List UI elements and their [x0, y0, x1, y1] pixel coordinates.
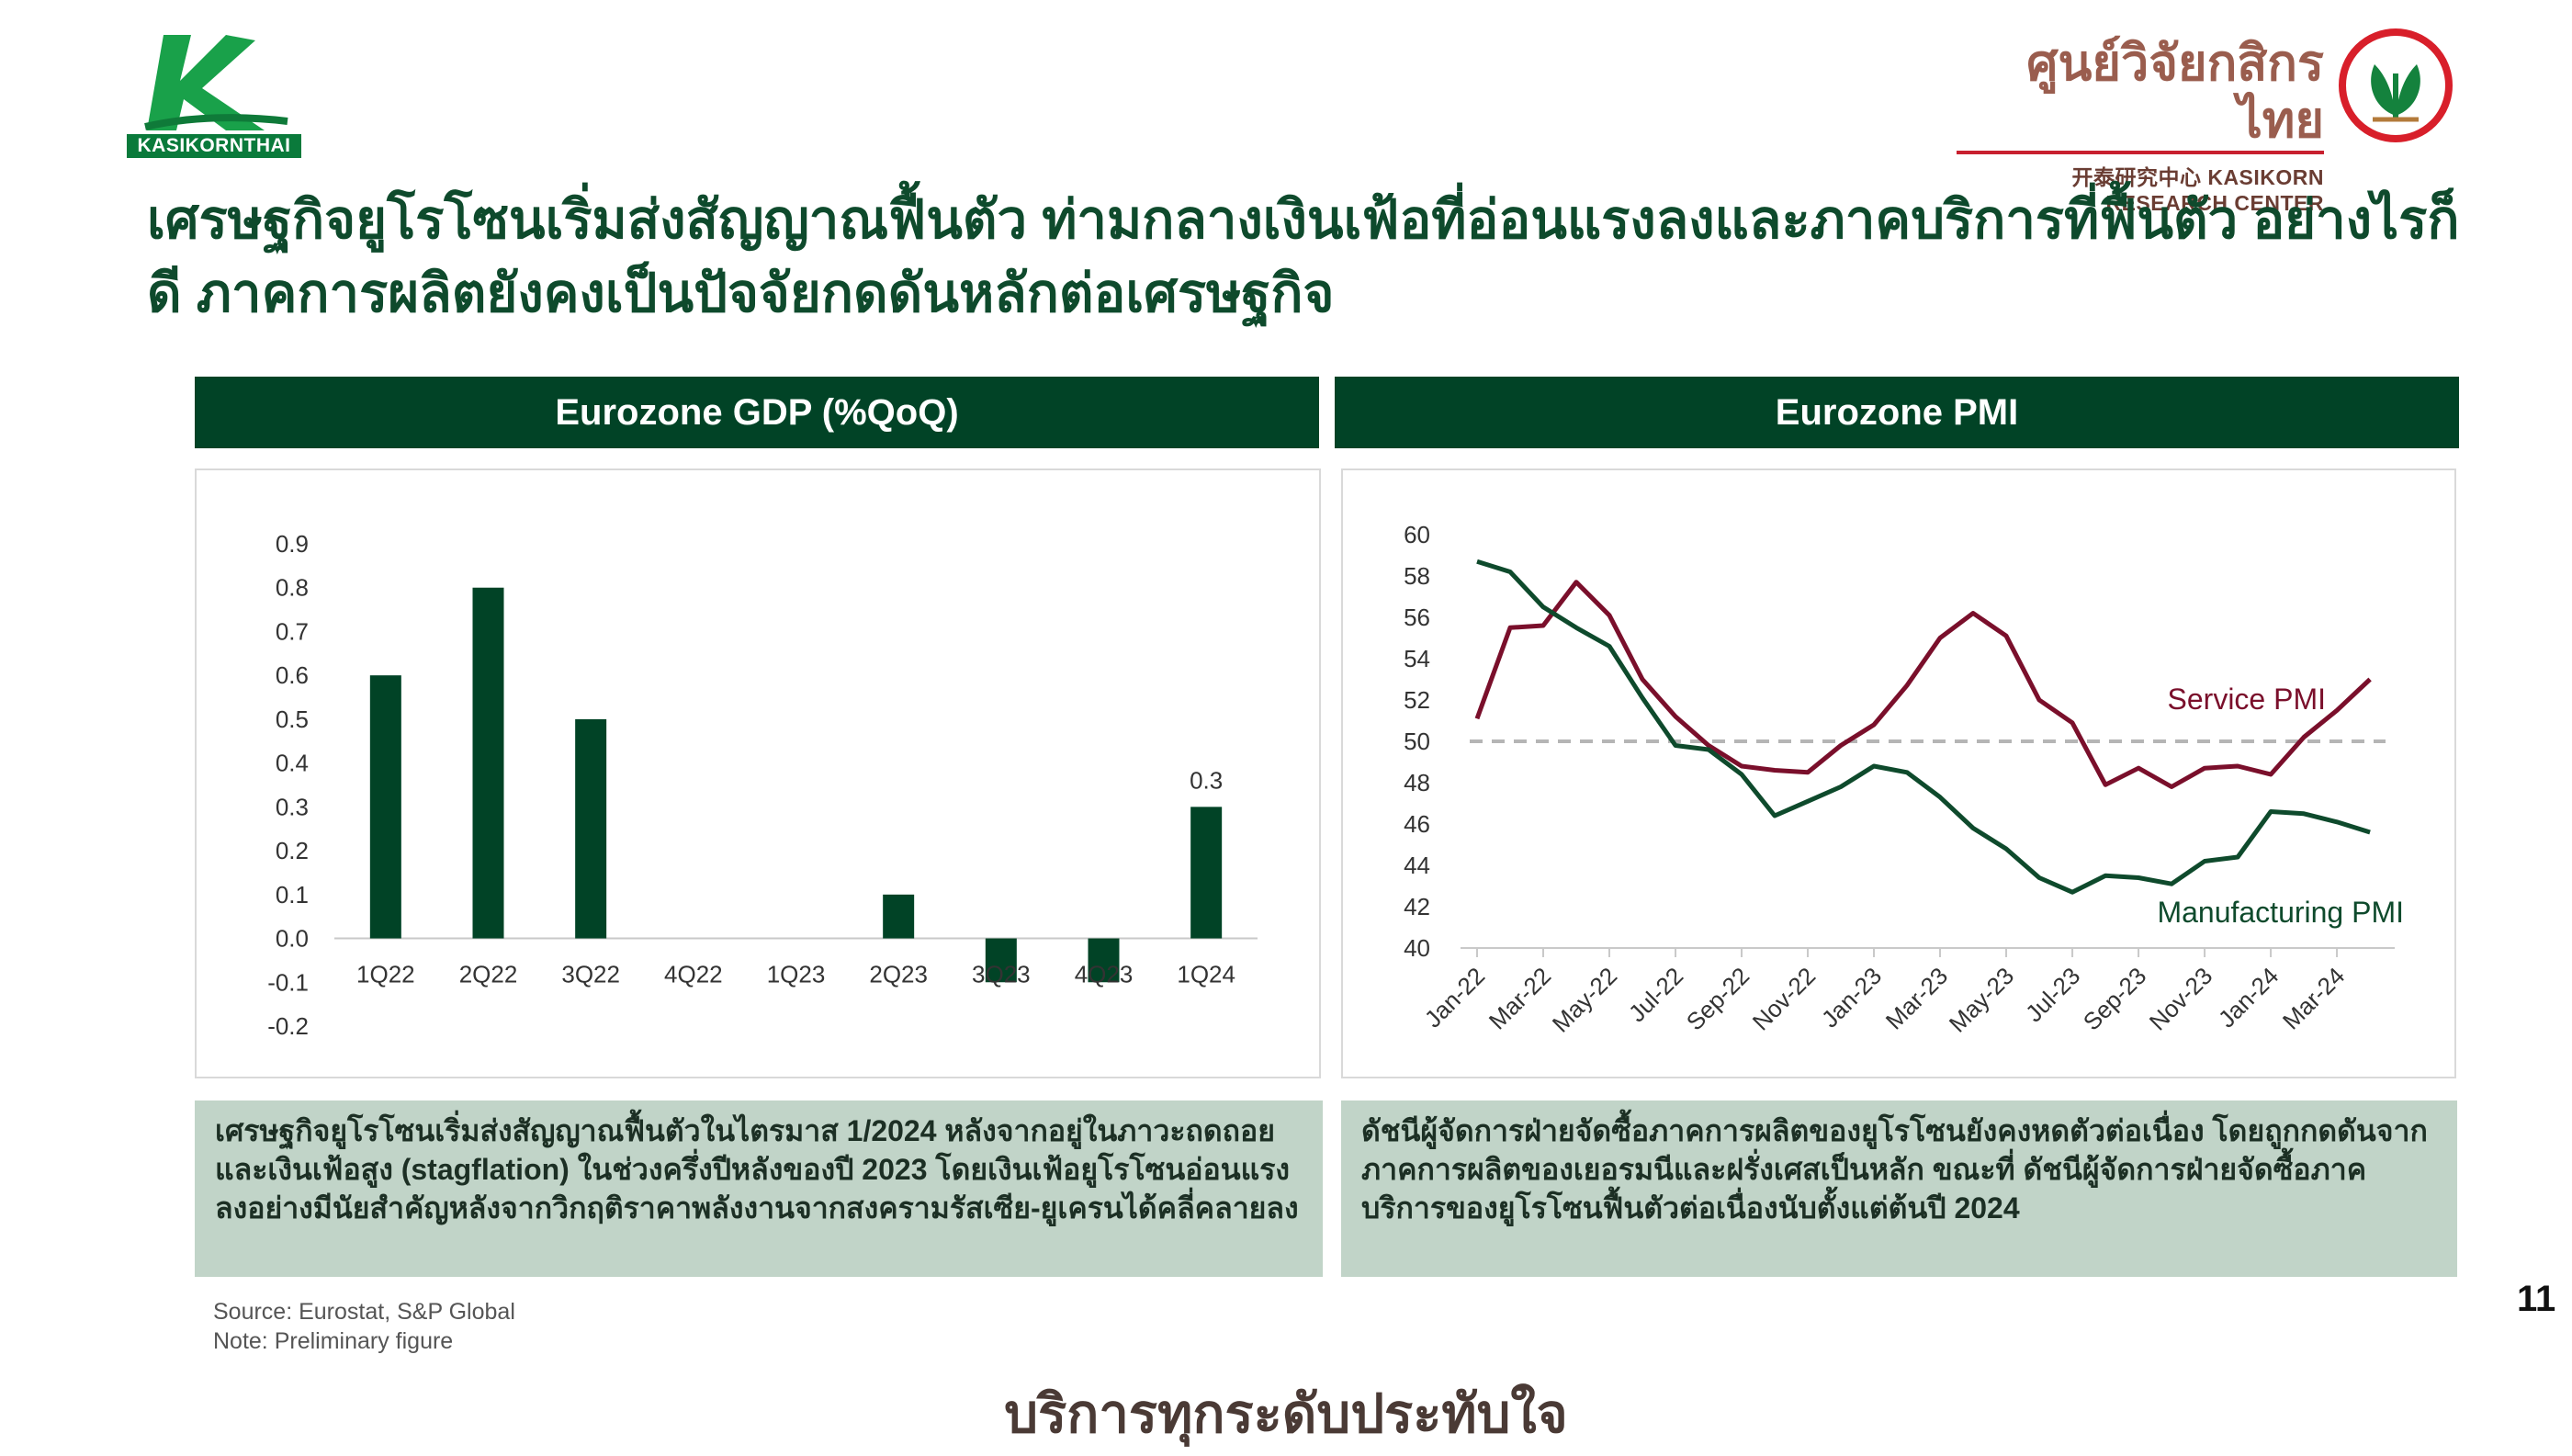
pmi-y-tick-label: 52 [1404, 686, 1430, 714]
pmi-x-tick-label: May-23 [1944, 962, 2020, 1038]
pmi-x-tick-label: Nov-22 [1747, 962, 1821, 1035]
gdp-y-tick-label: 0.3 [276, 793, 309, 820]
gdp-x-tick-label: 1Q23 [767, 961, 826, 988]
pmi-y-tick-label: 44 [1404, 852, 1430, 879]
pmi-y-tick-label: 42 [1404, 893, 1430, 920]
kbank-seal-icon [2339, 28, 2453, 142]
manufacturing-pmi-line [1476, 559, 2371, 895]
source-line: Source: Eurostat, S&P Global [213, 1299, 515, 1325]
pmi-y-tick-label: 50 [1404, 728, 1430, 755]
page-title: เศรษฐกิจยูโรโซนเริ่มส่งสัญญาณฟื้นตัว ท่า… [147, 190, 2460, 323]
pmi-y-tick-label: 48 [1404, 769, 1430, 796]
pmi-x-tick-label: Mar-24 [2277, 962, 2350, 1034]
gdp-chart-container: 0.9 0.8 0.7 0.6 0.5 0.4 0.3 0.2 0.1 0.0 -0.1 -0.2 1Q… [195, 468, 1321, 1078]
gdp-y-tick-label: 0.6 [276, 661, 309, 689]
gdp-x-tick-label: 3Q22 [561, 961, 620, 988]
gdp-bar [575, 718, 607, 939]
gdp-x-tick-label: 4Q22 [664, 961, 723, 988]
gdp-bar [369, 675, 401, 939]
footer-slogan: บริการทุกระดับประทับใจ [1004, 1384, 1568, 1444]
pmi-panel-header: Eurozone PMI [1335, 377, 2459, 448]
gdp-y-tick-label: 0.9 [276, 530, 309, 558]
pmi-y-tick-label: 46 [1404, 810, 1430, 838]
pmi-x-tick-label: Mar-23 [1880, 962, 1953, 1034]
service-pmi-label: Service PMI [2168, 683, 2326, 716]
pmi-y-tick-label: 56 [1404, 604, 1430, 631]
gdp-y-tick-label: -0.1 [267, 968, 309, 996]
pmi-x-tick-label: Sep-22 [1681, 962, 1754, 1035]
gdp-x-tick-label: 4Q23 [1075, 961, 1134, 988]
pmi-x-tick-label: Jul-22 [1623, 962, 1688, 1027]
gdp-bar [1190, 807, 1223, 939]
pmi-y-tick-label: 40 [1404, 934, 1430, 962]
manufacturing-pmi-label: Manufacturing PMI [2157, 896, 2404, 929]
pmi-commentary: ดัชนีผู้จัดการฝ่ายจัดซื้อภาคการผลิตของยู… [1341, 1100, 2457, 1277]
gdp-y-tick-label: 0.2 [276, 837, 309, 864]
gdp-x-tick-label: 1Q24 [1177, 961, 1235, 988]
pmi-x-tick-label: Jan-24 [2213, 962, 2284, 1033]
gdp-x-tick-label: 2Q23 [869, 961, 928, 988]
preliminary-note: Note: Preliminary figure [213, 1328, 454, 1354]
pmi-chart-container: 60 58 56 54 52 50 48 46 44 42 40 Jan-22 Mar-22 May-22… [1341, 468, 2456, 1078]
gdp-y-tick-label: 0.1 [276, 881, 309, 909]
kasikorn-research-logo: ศูนย์วิจัยกสิกรไทย 开泰研究中心 KASIKORN RESEA… [1957, 35, 2324, 216]
gdp-y-tick-label: -0.2 [267, 1012, 309, 1040]
pmi-line-chart: 60 58 56 54 52 50 48 46 44 42 40Jan-22Mar-22May-22… [1404, 521, 2404, 1038]
gdp-y-tick-label: 0.5 [276, 705, 309, 733]
pmi-x-tick-label: May-22 [1547, 962, 1623, 1038]
gdp-commentary: เศรษฐกิจยูโรโซนเริ่มส่งสัญญาณฟื้นตัวในไต… [195, 1100, 1323, 1277]
kasikornthai-logo-text: KASIKORNTHAI [127, 134, 301, 158]
pmi-x-tick-label: Jan-23 [1816, 962, 1887, 1033]
pmi-y-tick-label: 58 [1404, 562, 1430, 590]
logo-divider [1957, 151, 2324, 154]
gdp-bar [472, 587, 504, 939]
gdp-x-tick-label: 1Q22 [356, 961, 415, 988]
kasikorn-k-icon [144, 35, 288, 130]
gdp-y-tick-label: 0.8 [276, 574, 309, 602]
service-pmi-line [1474, 580, 2372, 789]
page-number: 11 [2517, 1279, 2556, 1319]
pmi-x-tick-label: Mar-22 [1483, 962, 1556, 1034]
gdp-y-tick-label: 0.7 [276, 617, 309, 645]
gdp-bar-chart: 0.9 0.8 0.7 0.6 0.5 0.4 0.3 0.2 0.1 0.0 -0.1 -0.2 1Q… [267, 530, 1258, 1040]
gdp-y-tick-label: 0.0 [276, 925, 309, 953]
pmi-x-tick-label: Jan-22 [1419, 962, 1490, 1033]
gdp-x-tick-label: 2Q22 [459, 961, 518, 988]
gdp-y-tick-label: 0.4 [276, 750, 309, 777]
research-center-thai-name: ศูนย์วิจัยกสิกรไทย [2026, 36, 2324, 148]
gdp-bar [1088, 938, 1120, 983]
pmi-y-tick-label: 54 [1404, 645, 1430, 672]
pmi-x-tick-label: Jul-23 [2020, 962, 2085, 1027]
gdp-x-tick-label: 3Q23 [972, 961, 1031, 988]
kasikornthai-logo: KASIKORNTHAI [127, 28, 301, 158]
pmi-x-tick-label: Sep-23 [2078, 962, 2151, 1035]
gdp-bar [985, 938, 1017, 983]
research-center-english-name: 开泰研究中心 KASIKORN RESEARCH CENTER [2071, 165, 2324, 215]
pmi-x-tick-label: Nov-23 [2144, 962, 2217, 1035]
pmi-y-tick-label: 60 [1404, 521, 1430, 548]
gdp-panel-header: Eurozone GDP (%QoQ) [195, 377, 1319, 448]
gdp-bar [883, 894, 915, 939]
gdp-data-label: 0.3 [1190, 766, 1223, 794]
source-notes: Source: Eurostat, S&P Global Note: Preli… [213, 1297, 515, 1356]
